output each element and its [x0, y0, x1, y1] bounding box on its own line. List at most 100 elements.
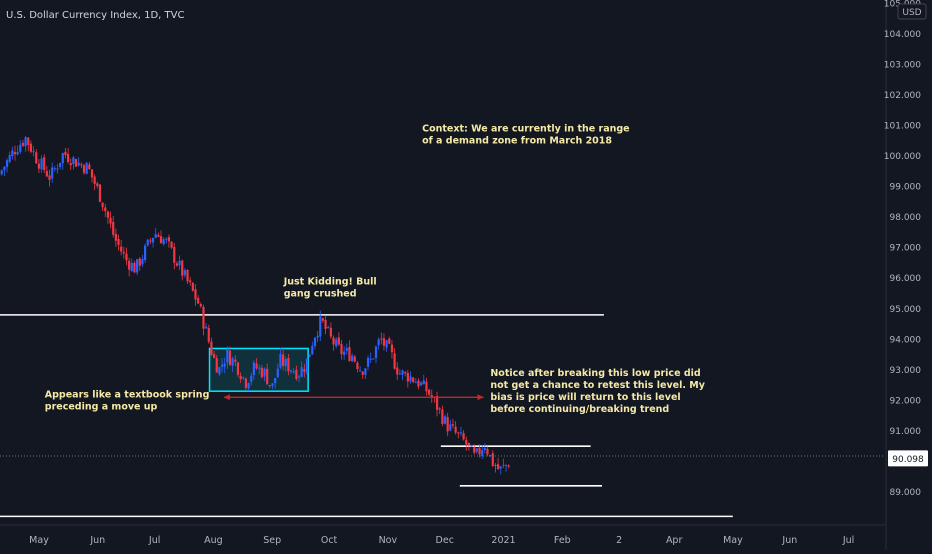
candle-body	[231, 358, 234, 366]
x-tick-label: Aug	[204, 535, 223, 546]
candle-body	[226, 349, 229, 363]
annotation-line: Appears like a textbook spring	[45, 389, 210, 400]
candle-body	[427, 389, 431, 395]
annotation-line: before continuing/breaking trend	[490, 404, 669, 415]
candle-body	[470, 445, 473, 447]
candle-body	[104, 207, 107, 212]
candle-body	[372, 358, 375, 360]
x-tick-label: Jun	[781, 535, 797, 546]
annotation-text[interactable]: Just Kidding! Bull gang crushed	[283, 276, 377, 299]
arrow-annotation[interactable]	[223, 394, 484, 401]
candle-body	[181, 260, 184, 276]
chart-title: U.S. Dollar Currency Index, 1D, TVC	[6, 10, 184, 21]
candle-body	[266, 368, 269, 385]
y-tick-label: 98.000	[890, 213, 922, 223]
candle-body	[197, 298, 200, 304]
candle-body	[361, 371, 364, 375]
candle-body	[380, 338, 383, 340]
candle-body	[48, 175, 51, 180]
y-tick-label: 89.000	[890, 488, 922, 498]
candle-body	[59, 162, 62, 167]
candle-body	[459, 432, 463, 434]
annotation-text[interactable]: Context: We are currently in the range of…	[422, 124, 630, 147]
candle-body	[504, 465, 508, 467]
candle-body	[16, 152, 19, 155]
y-tick-label: 99.000	[890, 183, 922, 193]
candle-body	[146, 239, 149, 246]
candle-body	[13, 152, 17, 155]
candle-body	[497, 464, 500, 470]
currency-badge[interactable]	[897, 3, 927, 20]
candle-body	[53, 168, 56, 170]
candle-body	[74, 159, 78, 167]
candle-body	[443, 416, 447, 424]
candle-body	[412, 377, 415, 383]
candle-body	[348, 347, 351, 361]
x-tick-label: Feb	[554, 535, 571, 546]
candle-body	[274, 378, 277, 384]
candle-body	[329, 327, 332, 337]
y-tick-label: 94.000	[890, 335, 922, 345]
candle-body	[268, 385, 271, 387]
candle-body	[478, 448, 481, 455]
time-axis[interactable]: May Jun Jul Aug Sep Oct Nov Dec 2021 Feb 2 Apr May Ju…	[29, 535, 854, 546]
x-tick-label: Jul	[842, 535, 854, 546]
candle-body	[21, 142, 25, 146]
text-annotations[interactable]: Context: We are currently in the range of…	[45, 124, 706, 415]
candle-body	[3, 166, 6, 171]
currency-badge-label: USD	[902, 8, 921, 18]
candle-body	[282, 354, 285, 366]
candle-body	[90, 169, 94, 178]
candle-body	[260, 367, 263, 378]
annotation-text[interactable]: Appears like a textbook spring preceding …	[45, 389, 210, 412]
candle-body	[449, 424, 452, 431]
candle-body	[420, 382, 423, 386]
y-tick-label: 102.000	[884, 91, 921, 101]
annotation-line: not get a chance to retest this level. M…	[490, 380, 705, 391]
candle-body	[98, 184, 102, 202]
y-tick-label: 104.000	[884, 30, 921, 40]
y-tick-label: 91.000	[890, 427, 922, 437]
x-tick-label: May	[723, 535, 743, 546]
candle-body	[151, 237, 155, 243]
y-tick-label: 103.000	[884, 61, 921, 71]
candle-body	[37, 163, 40, 169]
candle-body	[499, 466, 502, 469]
candle-body	[491, 453, 494, 466]
candle-body	[88, 164, 91, 170]
level-lines[interactable]	[0, 314, 733, 518]
candle-body	[93, 176, 96, 184]
annotation-line: Just Kidding! Bull	[283, 276, 377, 287]
annotation-text[interactable]: Notice after breaking this low price did…	[490, 368, 705, 415]
candle-body	[366, 358, 370, 367]
candle-body	[388, 338, 391, 344]
candle-body	[112, 221, 115, 235]
y-tick-label: 101.000	[884, 122, 921, 132]
candle-body	[138, 258, 141, 266]
candle-body	[390, 344, 394, 353]
x-tick-label: Nov	[379, 535, 398, 546]
candle-body	[276, 368, 279, 378]
y-tick-label: 97.000	[890, 244, 922, 254]
candle-body	[303, 368, 306, 372]
candle-body	[417, 380, 420, 387]
candle-body	[80, 164, 83, 166]
candle-body	[409, 376, 412, 382]
candle-body	[244, 378, 248, 388]
last-price-label: 90.098	[892, 455, 924, 465]
x-tick-label: Apr	[666, 535, 683, 546]
candle-body	[19, 144, 22, 152]
candle-body	[154, 234, 157, 238]
candle-body	[162, 239, 165, 245]
candle-body	[175, 263, 179, 266]
candle-body	[430, 395, 433, 398]
candle-body	[239, 375, 242, 380]
candle-body	[212, 354, 216, 358]
candle-body	[159, 236, 163, 244]
candle-body	[353, 356, 356, 362]
candle-body	[295, 369, 298, 379]
candle-body	[494, 464, 497, 466]
